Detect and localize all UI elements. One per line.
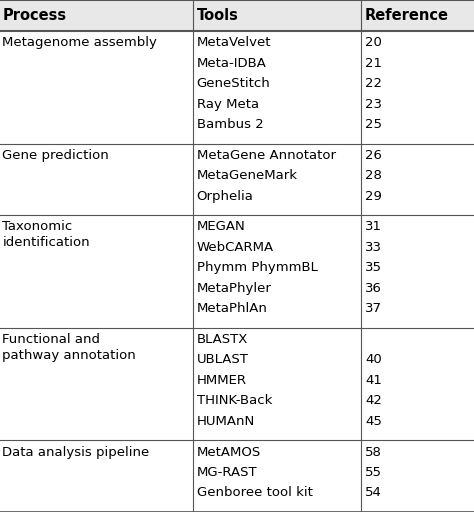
Text: 40: 40: [365, 353, 382, 367]
Text: 28: 28: [365, 169, 382, 182]
Text: 25: 25: [365, 118, 382, 131]
Bar: [0, 143, 474, 215]
Text: MEGAN: MEGAN: [197, 220, 246, 233]
Text: Process: Process: [2, 8, 66, 23]
Bar: [0, 215, 474, 328]
Text: 36: 36: [365, 282, 382, 295]
Text: MetaPhlAn: MetaPhlAn: [197, 302, 268, 315]
Text: Gene prediction: Gene prediction: [2, 148, 109, 162]
Text: Genboree tool kit: Genboree tool kit: [197, 486, 312, 499]
Text: GeneStitch: GeneStitch: [197, 77, 271, 90]
Text: 22: 22: [365, 77, 382, 90]
Text: MetaPhyler: MetaPhyler: [197, 282, 272, 295]
Text: MetaGene Annotator: MetaGene Annotator: [197, 148, 336, 162]
Text: 35: 35: [365, 261, 382, 274]
Text: BLASTX: BLASTX: [197, 333, 248, 346]
Text: Bambus 2: Bambus 2: [197, 118, 264, 131]
Bar: [0, 0, 474, 31]
Text: Taxonomic
identification: Taxonomic identification: [2, 220, 90, 249]
Text: 33: 33: [365, 241, 382, 254]
Bar: [0, 440, 474, 512]
Bar: [0, 328, 474, 440]
Text: HUMAnN: HUMAnN: [197, 415, 255, 428]
Text: 45: 45: [365, 415, 382, 428]
Text: MetAMOS: MetAMOS: [197, 445, 261, 459]
Text: 37: 37: [365, 302, 382, 315]
Text: 54: 54: [365, 486, 382, 499]
Text: MG-RAST: MG-RAST: [197, 466, 257, 479]
Text: Orphelia: Orphelia: [197, 189, 254, 203]
Text: Metagenome assembly: Metagenome assembly: [2, 36, 157, 49]
Text: 26: 26: [365, 148, 382, 162]
Text: THINK-Back: THINK-Back: [197, 394, 272, 407]
Text: Meta-IDBA: Meta-IDBA: [197, 57, 266, 70]
Text: Ray Meta: Ray Meta: [197, 97, 259, 111]
Text: 58: 58: [365, 445, 382, 459]
Text: Reference: Reference: [365, 8, 449, 23]
Text: 31: 31: [365, 220, 382, 233]
Text: 42: 42: [365, 394, 382, 407]
Text: 29: 29: [365, 189, 382, 203]
Text: 23: 23: [365, 97, 382, 111]
Text: 55: 55: [365, 466, 382, 479]
Text: Tools: Tools: [197, 8, 238, 23]
Text: Functional and
pathway annotation: Functional and pathway annotation: [2, 333, 136, 362]
Text: Data analysis pipeline: Data analysis pipeline: [2, 445, 150, 459]
Text: MetaVelvet: MetaVelvet: [197, 36, 271, 49]
Text: 21: 21: [365, 57, 382, 70]
Bar: [0, 31, 474, 143]
Text: Phymm PhymmBL: Phymm PhymmBL: [197, 261, 318, 274]
Text: WebCARMA: WebCARMA: [197, 241, 274, 254]
Text: 41: 41: [365, 374, 382, 387]
Text: MetaGeneMark: MetaGeneMark: [197, 169, 298, 182]
Text: UBLAST: UBLAST: [197, 353, 248, 367]
Text: HMMER: HMMER: [197, 374, 246, 387]
Text: 20: 20: [365, 36, 382, 49]
